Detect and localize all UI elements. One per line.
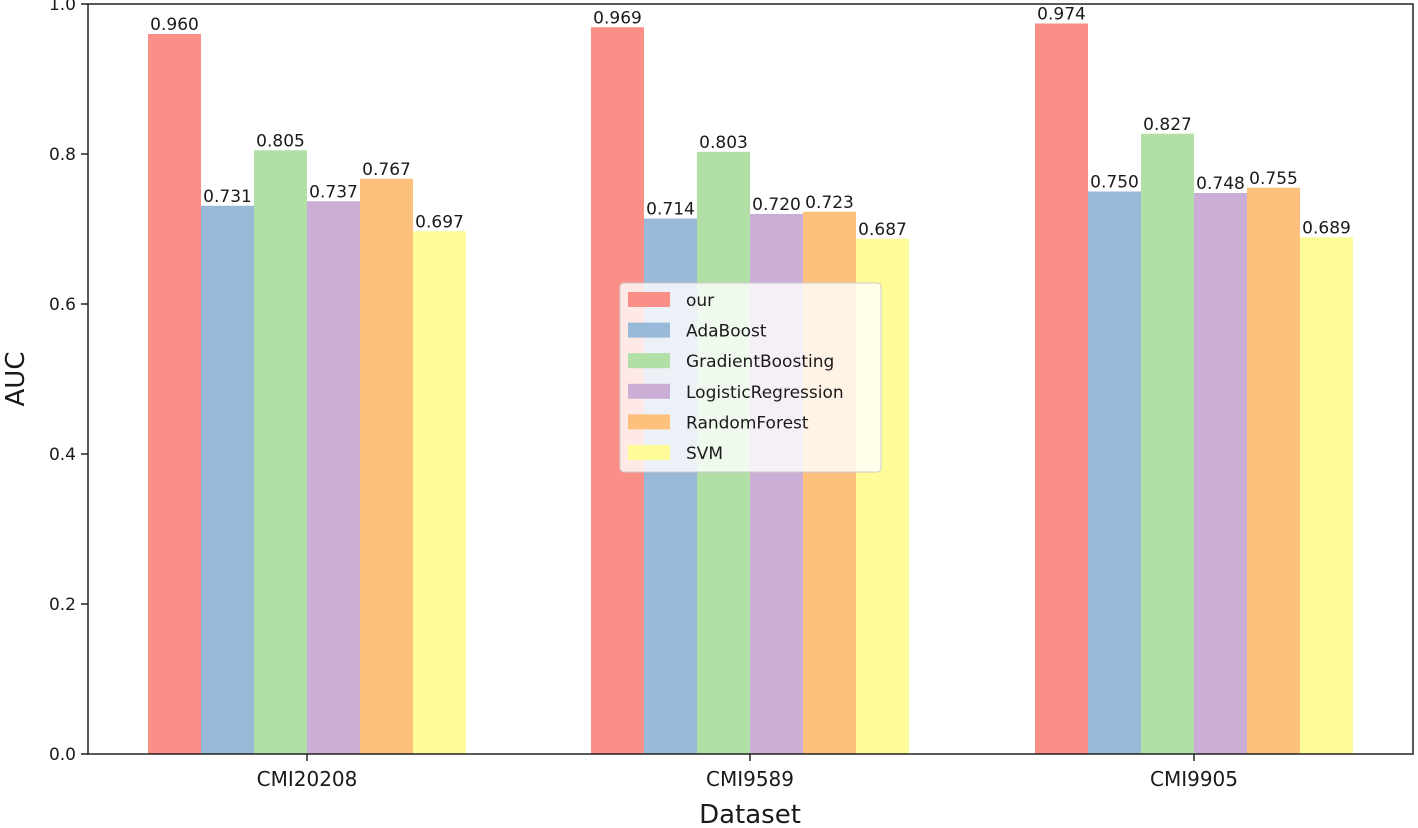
bar-gradientboosting-cmi9905 [1141, 133, 1194, 754]
legend-swatch [628, 353, 670, 369]
legend-label: our [686, 291, 714, 311]
value-label: 0.803 [699, 133, 748, 153]
legend-swatch [628, 322, 670, 338]
value-label: 0.697 [415, 212, 464, 232]
value-label: 0.750 [1090, 173, 1139, 193]
value-label: 0.767 [362, 160, 411, 180]
bar-adaboost-cmi20208 [201, 205, 254, 754]
legend-swatch [628, 383, 670, 399]
bar-randomforest-cmi20208 [360, 178, 413, 754]
value-label: 0.723 [805, 193, 854, 213]
x-tick-label: CMI20208 [257, 767, 358, 791]
value-label: 0.805 [256, 131, 305, 151]
legend-label: AdaBoost [686, 322, 767, 342]
legend-frame [619, 282, 882, 473]
value-label: 0.748 [1196, 174, 1245, 194]
value-label: 0.720 [752, 195, 801, 215]
bar-svm-cmi9905 [1300, 237, 1353, 754]
value-label: 0.689 [1302, 218, 1351, 238]
legend-swatch [628, 292, 670, 307]
legend-label: GradientBoosting [686, 352, 834, 372]
bar-svm-cmi20208 [413, 231, 466, 754]
y-tick-label: 0.0 [49, 745, 76, 765]
value-label: 0.737 [309, 182, 358, 202]
legend: our AdaBoost GradientBoosting LogisticRegre… [619, 282, 882, 473]
value-label: 0.960 [150, 15, 199, 35]
bar-adaboost-cmi9905 [1088, 191, 1141, 754]
x-tick-label: CMI9589 [706, 767, 794, 791]
legend-label: LogisticRegression [686, 383, 844, 403]
x-axis-title: Dataset [699, 800, 801, 828]
x-axis: CMI20208 CMI9589 CMI9905 [257, 754, 1238, 791]
value-label: 0.827 [1143, 115, 1192, 135]
y-axis: 0.0 0.2 0.4 0.6 0.8 1.0 [49, 0, 88, 765]
y-tick-label: 0.4 [49, 445, 76, 465]
value-label: 0.969 [593, 8, 642, 28]
bar-our-cmi20208 [148, 34, 201, 754]
y-tick-label: 0.8 [49, 145, 76, 165]
value-label: 0.755 [1249, 169, 1298, 189]
y-tick-label: 0.2 [49, 595, 76, 615]
bar-logisticregression-cmi20208 [307, 201, 360, 754]
x-tick-label: CMI9905 [1150, 767, 1238, 791]
bar-gradientboosting-cmi20208 [254, 150, 307, 754]
legend-label: RandomForest [686, 413, 809, 433]
bar-randomforest-cmi9905 [1247, 187, 1300, 754]
value-label: 0.714 [646, 200, 695, 220]
bar-our-cmi9905 [1035, 23, 1088, 754]
value-label: 0.974 [1037, 5, 1086, 25]
legend-swatch [628, 445, 670, 460]
y-axis-title: AUC [1, 352, 31, 407]
legend-label: SVM [686, 444, 723, 464]
legend-swatch [628, 414, 670, 430]
bar-logisticregression-cmi9905 [1194, 193, 1247, 754]
y-tick-label: 0.6 [49, 295, 76, 315]
value-label: 0.731 [203, 187, 252, 207]
y-tick-label: 1.0 [49, 0, 76, 15]
value-label: 0.687 [858, 220, 907, 240]
